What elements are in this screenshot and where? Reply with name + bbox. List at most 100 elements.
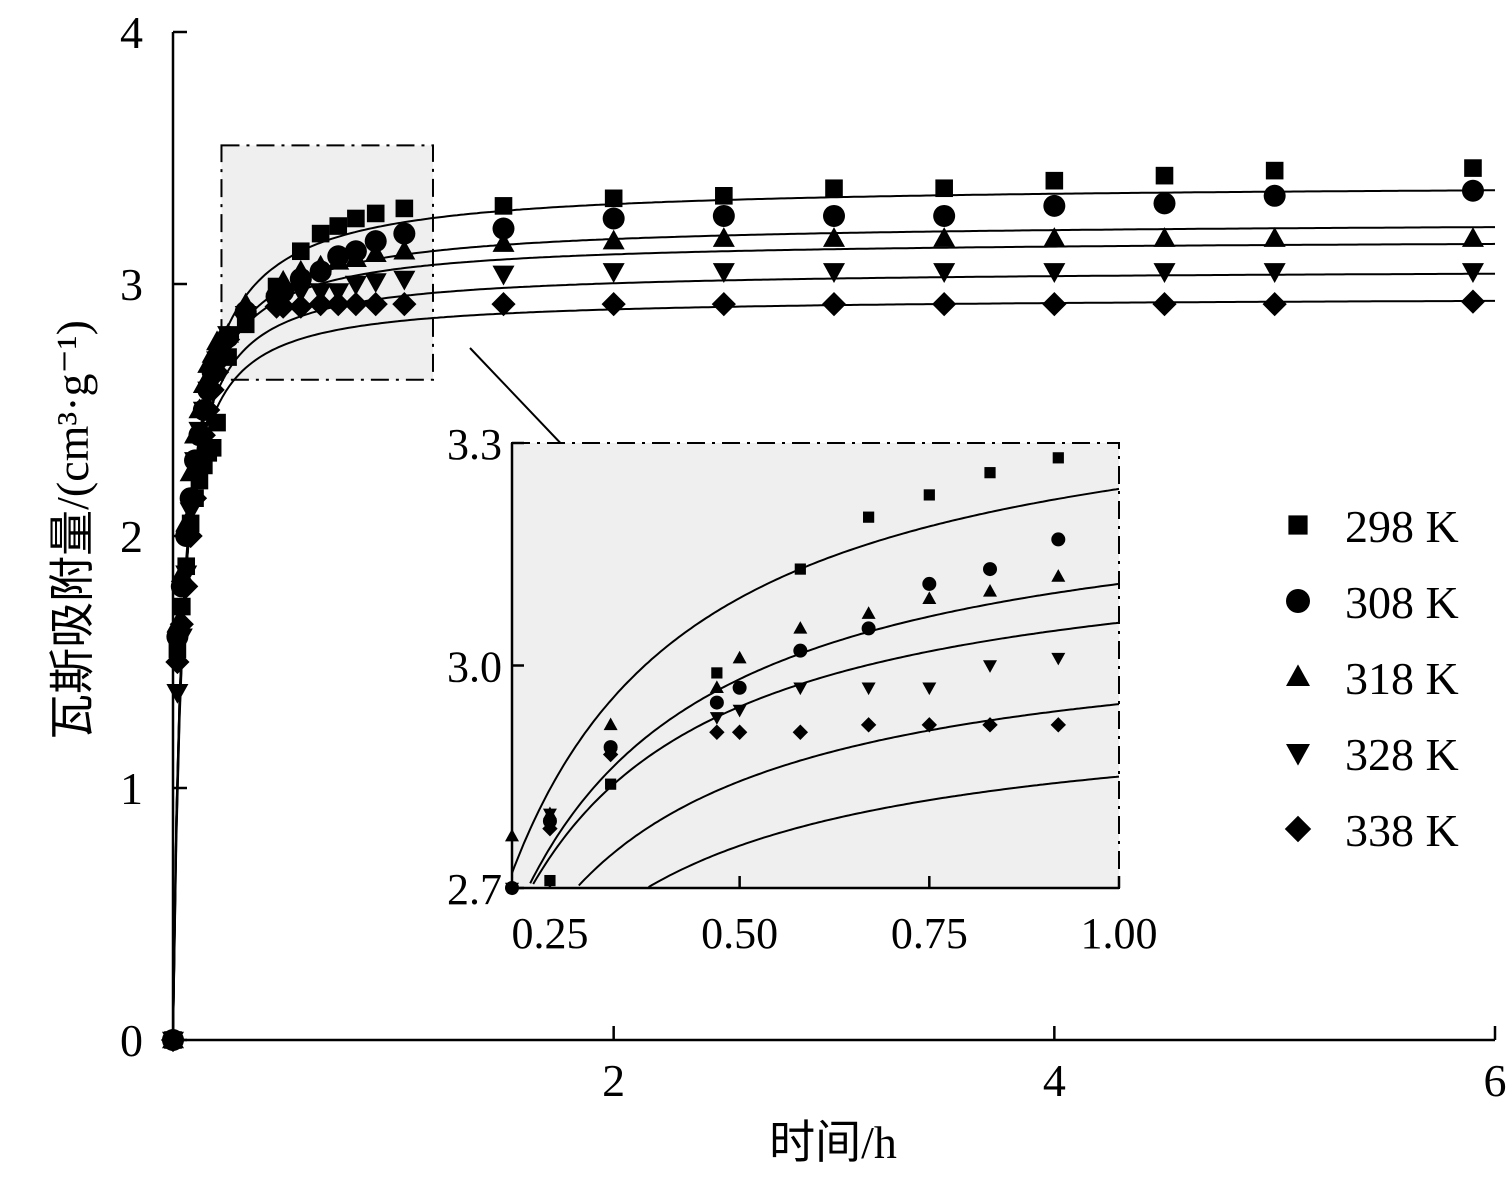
- inset-data-point: [921, 717, 938, 733]
- data-point: [715, 187, 733, 205]
- inset-plot-background: [511, 442, 1120, 889]
- legend-marker: [1284, 815, 1312, 843]
- data-point: [166, 683, 189, 704]
- inset-data-point: [793, 621, 808, 634]
- data-point: [1043, 263, 1066, 283]
- legend-marker: [1286, 589, 1310, 613]
- inset-data-point: [709, 695, 724, 710]
- data-point: [392, 292, 417, 317]
- data-point: [1263, 184, 1286, 207]
- inset-fit-curve-1: [529, 582, 1120, 884]
- data-point: [1042, 292, 1067, 317]
- data-point: [291, 242, 310, 261]
- data-point: [1155, 166, 1174, 185]
- data-point: [1263, 263, 1286, 283]
- data-point: [289, 259, 312, 280]
- data-point: [200, 377, 225, 402]
- data-point: [711, 292, 736, 317]
- data-point: [174, 574, 199, 599]
- inset-fit-curves: [511, 487, 1120, 888]
- data-point: [602, 229, 625, 250]
- data-point: [326, 292, 351, 317]
- data-point: [215, 327, 241, 352]
- y-tick-label: 0: [120, 1015, 143, 1066]
- data-point: [1043, 194, 1066, 217]
- data-point: [1461, 227, 1484, 247]
- inset-data-point: [861, 621, 876, 636]
- inset-x-tick-label: 0.50: [701, 909, 778, 958]
- inset-data-point: [983, 583, 998, 597]
- inset-data-point: [1051, 532, 1066, 547]
- data-point: [347, 209, 365, 228]
- data-point: [601, 292, 626, 317]
- data-point: [932, 292, 957, 317]
- data-point: [366, 204, 385, 223]
- x-tick-label: 4: [1043, 1055, 1066, 1106]
- data-point: [208, 413, 226, 432]
- legend-marker: [1286, 664, 1310, 686]
- inset-fit-curve-0: [511, 487, 1120, 874]
- inset-data-point: [794, 563, 806, 575]
- data-point: [1153, 227, 1176, 247]
- data-point: [182, 486, 208, 511]
- data-point: [165, 649, 190, 675]
- data-point: [823, 263, 845, 283]
- data-point: [395, 199, 414, 218]
- inset-data-point: [922, 682, 937, 696]
- data-point: [393, 222, 416, 245]
- data-point: [364, 230, 387, 253]
- data-point: [196, 397, 221, 423]
- data-point: [492, 265, 515, 286]
- legend-label: 338 K: [1345, 805, 1459, 856]
- inset-data-point: [793, 682, 808, 696]
- inset-data-point: [605, 778, 617, 790]
- legend-marker: [1288, 515, 1308, 535]
- data-point: [344, 275, 367, 296]
- inset-fit-curve-3: [578, 703, 1120, 887]
- data-point: [492, 217, 515, 240]
- data-point: [933, 263, 956, 283]
- zoom-region-box: [220, 144, 434, 381]
- data-point: [311, 224, 330, 243]
- legend: 298 K 308 K 318 K 328 K 338 K: [1284, 501, 1459, 856]
- data-point: [1153, 192, 1176, 215]
- data-point: [191, 423, 216, 448]
- inset-data-point: [732, 704, 747, 718]
- inset-data-point: [861, 606, 876, 619]
- inset-data-point: [602, 746, 619, 763]
- inset-data-point: [923, 489, 935, 501]
- inset-data-point: [731, 724, 748, 740]
- data-point: [343, 292, 368, 317]
- legend-marker: [1286, 744, 1310, 766]
- inset-fit-curve-4: [648, 775, 1120, 888]
- inset-y-tick-label: 3.3: [447, 420, 502, 469]
- data-point: [178, 523, 203, 549]
- inset-data-point: [792, 724, 809, 740]
- data-point: [602, 207, 625, 230]
- inset-data-points: [505, 452, 1066, 896]
- inset-x-tick-label: 1.00: [1081, 909, 1158, 958]
- main-axes: 0 1 2 3 4 2 4 6: [120, 7, 1507, 1106]
- inset-data-point: [709, 680, 724, 693]
- data-point: [203, 439, 222, 457]
- x-tick-label: 6: [1484, 1055, 1507, 1106]
- data-point: [169, 612, 194, 637]
- data-point: [309, 254, 332, 275]
- data-point: [494, 197, 513, 215]
- inset-data-point: [542, 808, 557, 822]
- data-point: [933, 227, 956, 247]
- inset-data-point: [982, 717, 998, 733]
- data-point: [204, 360, 230, 385]
- inset-data-point: [860, 717, 877, 733]
- data-point: [1265, 161, 1284, 180]
- data-point: [823, 204, 845, 227]
- y-tick-label: 1: [120, 763, 143, 814]
- inset-data-point: [1051, 569, 1066, 582]
- legend-label: 308 K: [1345, 577, 1459, 628]
- inset-x-tick-label: 0.25: [511, 909, 588, 958]
- inset-data-point: [983, 660, 998, 673]
- inset-data-point: [1051, 652, 1066, 666]
- data-point: [1464, 159, 1482, 177]
- data-point: [187, 448, 212, 473]
- data-point: [179, 461, 202, 482]
